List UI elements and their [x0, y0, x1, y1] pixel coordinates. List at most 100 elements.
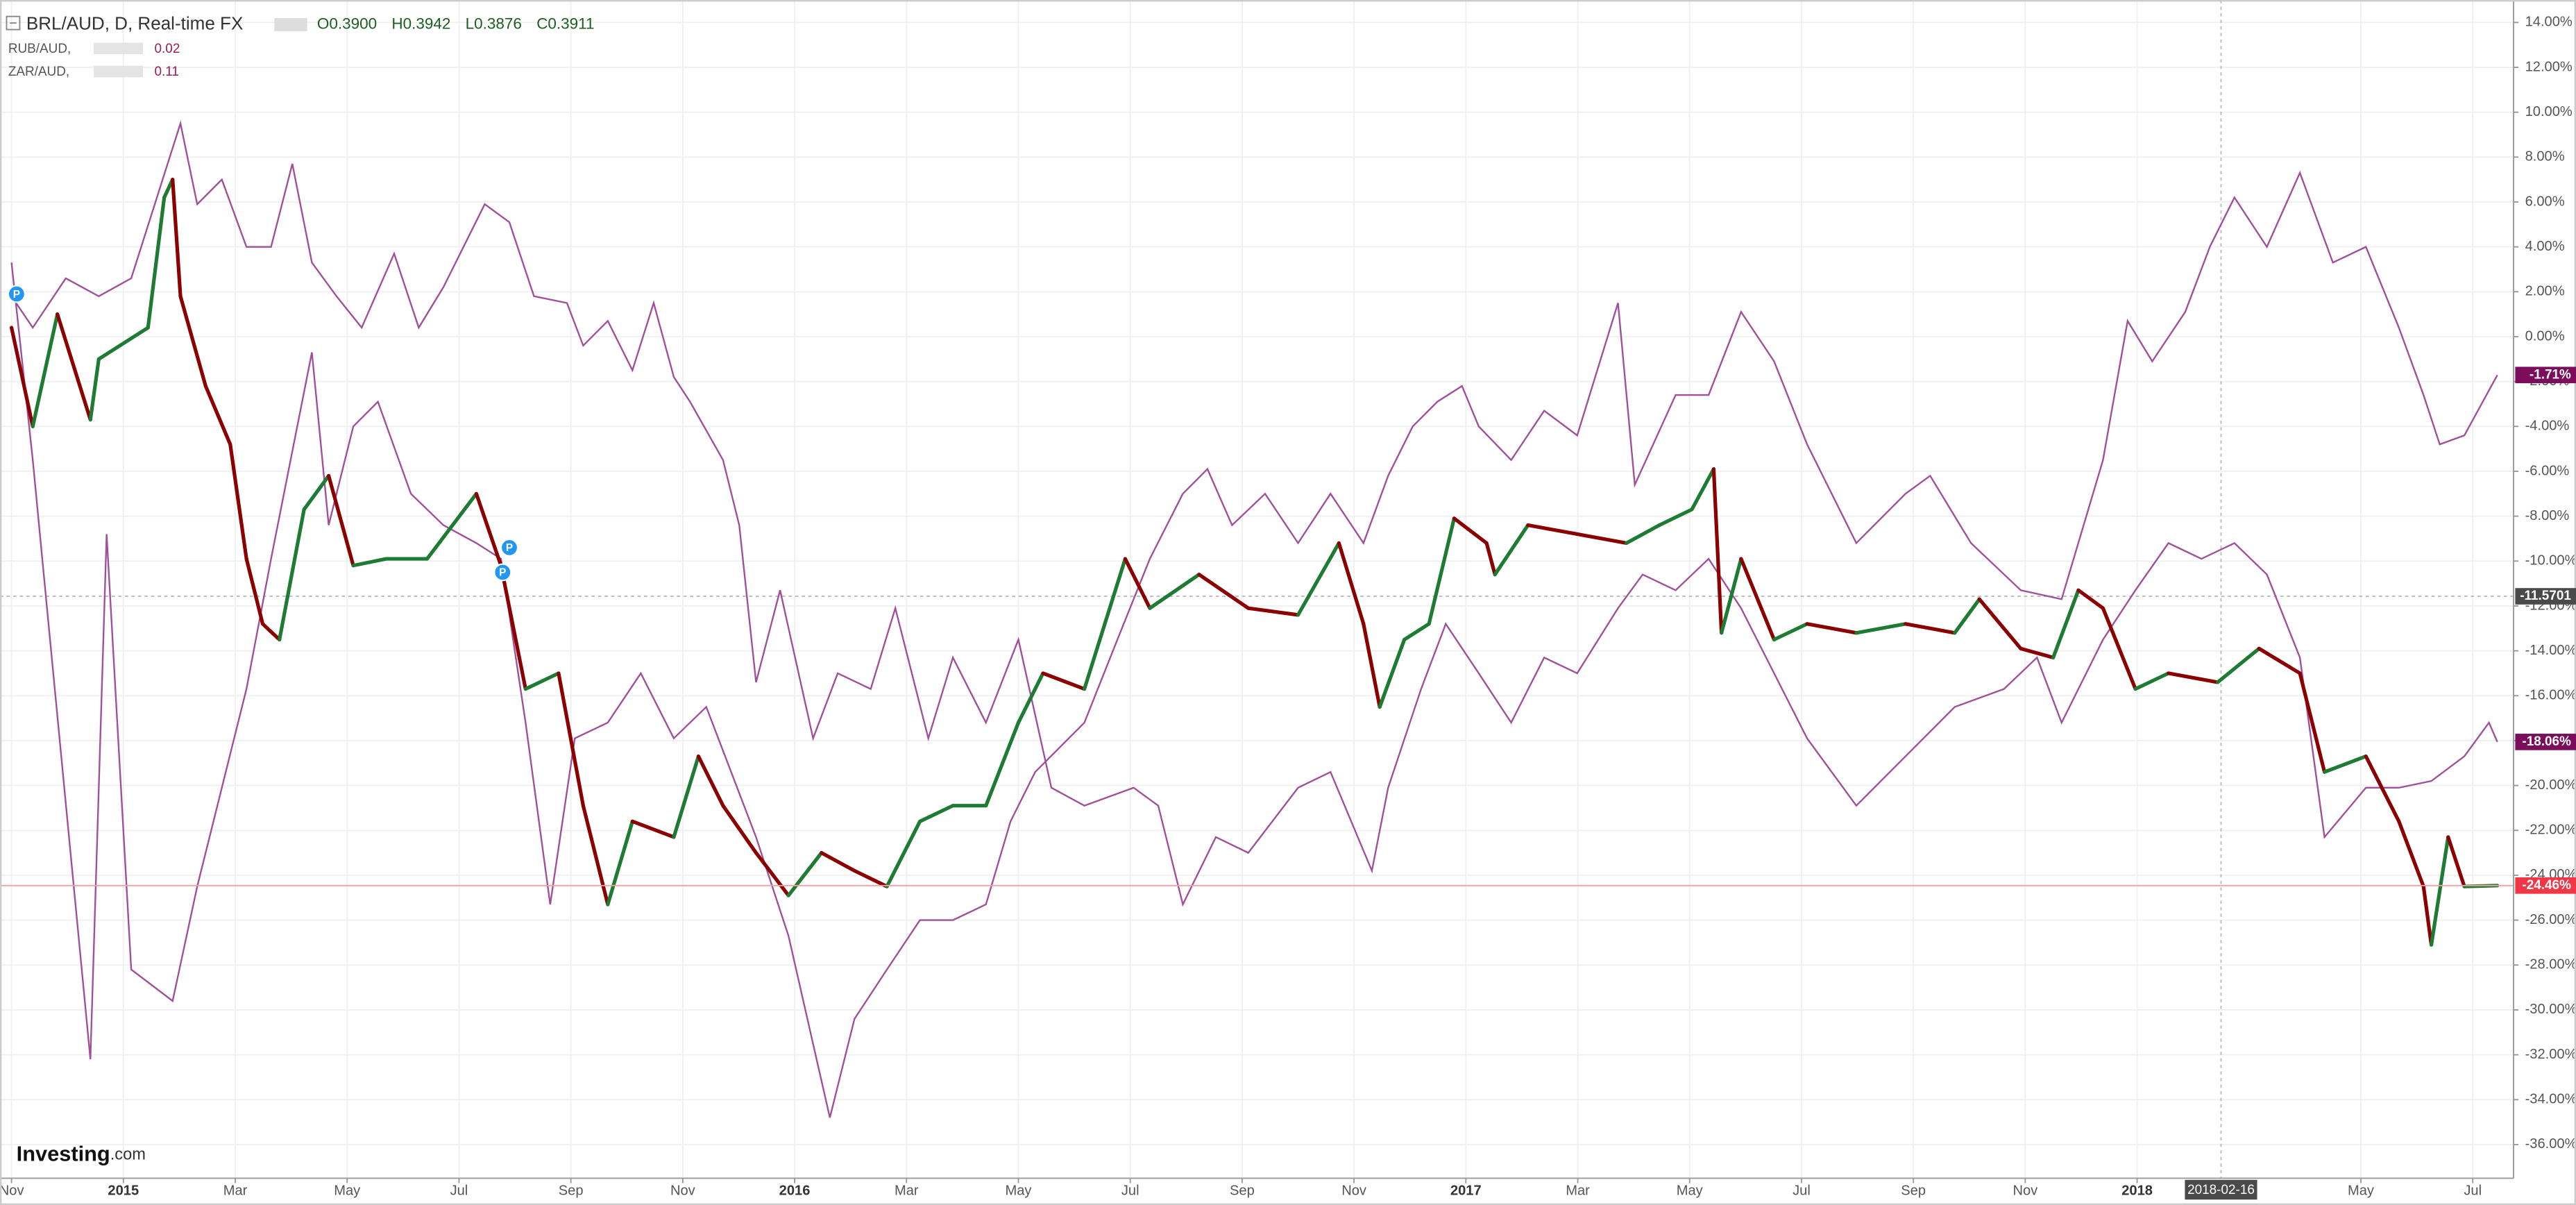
- y-tick-label: -28.00%: [2525, 957, 2576, 972]
- event-label: P: [499, 567, 506, 579]
- last-value-label: -18.06%: [2522, 734, 2571, 749]
- x-tick-label: 2016: [779, 1183, 811, 1199]
- y-tick-label: -34.00%: [2525, 1092, 2576, 1107]
- y-tick-label: -22.00%: [2525, 823, 2576, 838]
- legend-value: 0.11: [155, 65, 179, 79]
- price-segment: [31, 312, 60, 428]
- price-segment: [88, 357, 101, 422]
- price-segment: [1904, 622, 1957, 635]
- legend-value: 0.02: [155, 42, 180, 56]
- logo-suffix: .com: [110, 1146, 146, 1164]
- y-tick-label: -14.00%: [2525, 643, 2576, 658]
- chart-title: BRL/AUD, D, Real-time FX: [26, 12, 243, 33]
- price-segment: [2051, 588, 2081, 659]
- price-segment: [327, 473, 355, 568]
- y-tick-label: 10.00%: [2525, 104, 2573, 119]
- ohlc-value: O0.3900: [317, 15, 377, 32]
- price-segment: [2167, 671, 2220, 684]
- y-tick-label: -30.00%: [2525, 1002, 2576, 1017]
- last-value-label: -1.71%: [2530, 367, 2571, 382]
- logo-name: Investing.com: [17, 1141, 146, 1165]
- price-segment: [1082, 557, 1128, 691]
- price-segment: [203, 384, 232, 446]
- price-segment: [1854, 622, 1908, 635]
- price-segment: [557, 671, 585, 808]
- legend-name: ZAR/AUD,: [8, 65, 69, 79]
- price-segment: [696, 754, 725, 808]
- x-tick-label: Mar: [223, 1183, 248, 1199]
- price-segment: [721, 804, 759, 855]
- x-tick-label: Sep: [559, 1183, 584, 1199]
- price-segment: [1337, 541, 1366, 626]
- event-marker: [493, 563, 512, 582]
- x-tick-label: May: [2348, 1183, 2375, 1199]
- crosshair-y-label: -11.5701: [2520, 589, 2571, 603]
- collapse-icon[interactable]: [6, 15, 21, 31]
- y-tick-label: -8.00%: [2525, 508, 2570, 523]
- price-segment: [523, 671, 561, 691]
- price-segment: [1625, 523, 1661, 546]
- x-tick-label: Sep: [1901, 1183, 1926, 1199]
- y-tick-label: 2.00%: [2525, 284, 2565, 299]
- price-segment: [2257, 646, 2302, 675]
- price-segment: [2446, 835, 2466, 888]
- settings-icons[interactable]: [93, 42, 143, 55]
- y-tick-label: -10.00%: [2525, 553, 2576, 568]
- price-segment: [178, 294, 207, 388]
- x-tick-label: May: [1005, 1183, 1032, 1199]
- logo-name-text: Investing: [17, 1141, 110, 1165]
- y-tick-label: 4.00%: [2525, 239, 2565, 254]
- x-tick-label: Jul: [1121, 1183, 1139, 1199]
- x-tick-label: May: [334, 1183, 361, 1199]
- price-segment: [1526, 523, 1579, 537]
- price-segment: [228, 442, 248, 561]
- price-segment: [2322, 754, 2368, 774]
- x-tick-label: Mar: [895, 1183, 919, 1199]
- price-segment: [1575, 532, 1629, 546]
- price-segment: [2133, 671, 2171, 691]
- y-tick-label: -6.00%: [2525, 463, 2570, 478]
- x-tick-label: Jul: [2464, 1183, 2482, 1199]
- price-segment: [1403, 622, 1431, 642]
- crosshair-x-box: [2185, 1179, 2257, 1200]
- event-marker: [8, 285, 26, 303]
- settings-icons[interactable]: [93, 65, 143, 78]
- price-segment: [606, 819, 634, 907]
- y-tick-label: -36.00%: [2525, 1136, 2576, 1152]
- price-segment: [1953, 597, 1981, 635]
- x-tick-label: Nov: [670, 1183, 695, 1199]
- price-segment: [1772, 622, 1809, 642]
- price-segment: [278, 507, 306, 642]
- price-segment: [1378, 637, 1407, 709]
- x-tick-label: Nov: [0, 1183, 24, 1199]
- settings-icons[interactable]: [274, 18, 307, 31]
- x-tick-label: Nov: [1341, 1183, 1366, 1199]
- y-tick-label: -26.00%: [2525, 912, 2576, 927]
- y-tick-label: 8.00%: [2525, 149, 2565, 165]
- x-tick-label: 2017: [1450, 1183, 1482, 1199]
- last-value-box: [2515, 734, 2576, 750]
- ohlc-value: L0.3876: [466, 15, 522, 32]
- price-segment: [2397, 819, 2425, 888]
- ohlc: O0.3900 H0.3942 L0.3876 C0.3911: [317, 15, 595, 32]
- price-segment: [918, 804, 955, 823]
- x-tick-label: Jul: [450, 1183, 468, 1199]
- y-tick-label: -20.00%: [2525, 777, 2576, 793]
- price-segment: [1452, 516, 1489, 546]
- logo: Investing.com: [17, 1141, 146, 1165]
- last-value-box: [2515, 366, 2576, 384]
- x-tick-label: Sep: [1230, 1183, 1255, 1199]
- price-segment: [672, 754, 701, 839]
- price-segment: [984, 721, 1021, 808]
- price-segment: [96, 326, 150, 361]
- last-value-label: -24.46%: [2522, 878, 2571, 893]
- price-segment: [1197, 573, 1251, 610]
- price-segment: [1977, 597, 2023, 650]
- x-tick-label: Jul: [1793, 1183, 1811, 1199]
- event-label: P: [13, 289, 20, 301]
- y-tick-label: 6.00%: [2525, 194, 2565, 209]
- price-segment: [10, 326, 35, 428]
- event-label: P: [506, 542, 513, 554]
